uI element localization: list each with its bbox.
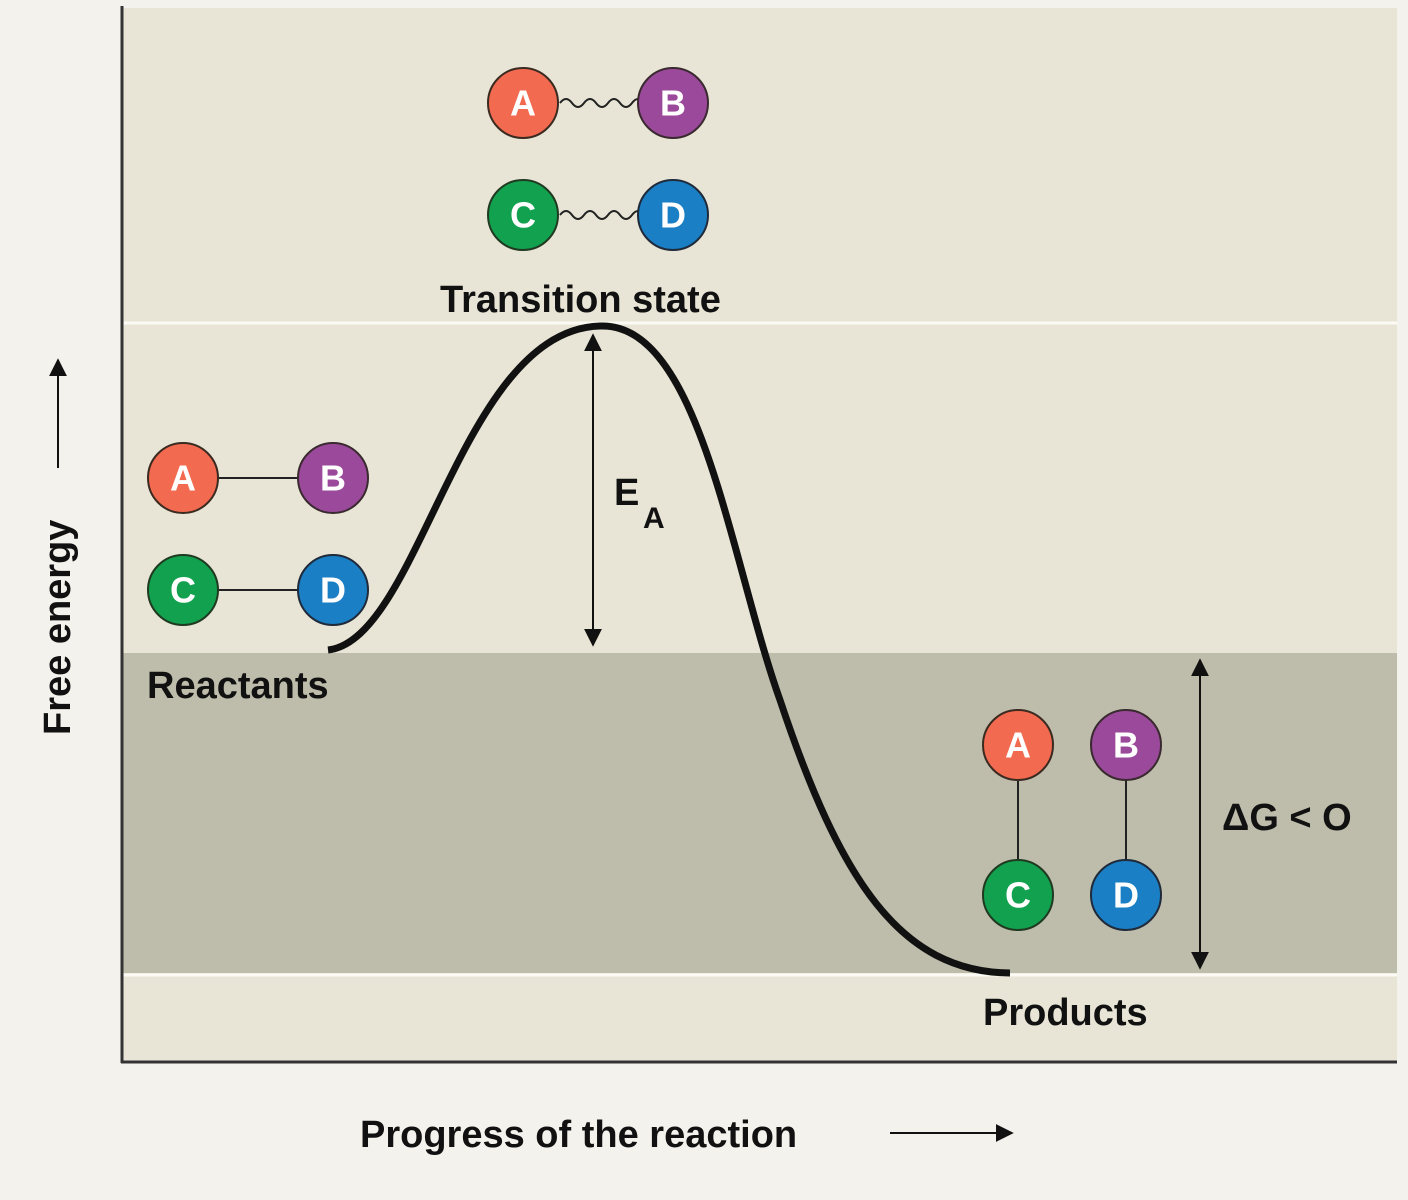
atom-d-label: D xyxy=(320,570,346,611)
atom-a-label: A xyxy=(510,83,536,124)
atom-c-label: C xyxy=(510,195,536,236)
partial-bond-cd xyxy=(559,210,645,220)
activation-energy-label: E xyxy=(614,472,639,514)
atom-b-label: B xyxy=(660,83,686,124)
atom-a xyxy=(147,442,219,514)
reactants-label: Reactants xyxy=(147,665,329,707)
transition-molecules: A B C D xyxy=(487,67,709,251)
activation-energy-subscript: A xyxy=(643,502,665,535)
atom-c-label: C xyxy=(170,570,196,611)
x-axis-label: Progress of the reaction xyxy=(360,1114,797,1156)
transition-state-label: Transition state xyxy=(440,279,721,321)
partial-bond-ab xyxy=(559,98,645,108)
atom-b-label: B xyxy=(320,458,346,499)
atom-a-label: A xyxy=(1005,725,1031,766)
atom-a-label: A xyxy=(170,458,196,499)
reaction-curve xyxy=(327,322,1011,977)
atom-b-label: B xyxy=(1113,725,1139,766)
atom-d-label: D xyxy=(660,195,686,236)
atom-b xyxy=(1090,709,1162,781)
atom-a xyxy=(982,709,1054,781)
atom-a xyxy=(487,67,559,139)
energy-difference-band xyxy=(122,653,1397,973)
atom-d xyxy=(637,179,709,251)
reactant-molecules: A B C D xyxy=(147,442,369,626)
atom-c xyxy=(147,554,219,626)
atom-d xyxy=(1090,859,1162,931)
atom-c xyxy=(487,179,559,251)
y-axis-label: Free energy xyxy=(37,520,79,735)
delta-g-label: ΔG < O xyxy=(1222,797,1352,839)
atom-b xyxy=(637,67,709,139)
products-label: Products xyxy=(983,992,1148,1034)
atom-c xyxy=(982,859,1054,931)
atom-d-label: D xyxy=(1113,875,1139,916)
product-molecules: A B C D xyxy=(982,709,1162,931)
atom-c-label: C xyxy=(1005,875,1031,916)
atom-b xyxy=(297,442,369,514)
atom-d xyxy=(297,554,369,626)
